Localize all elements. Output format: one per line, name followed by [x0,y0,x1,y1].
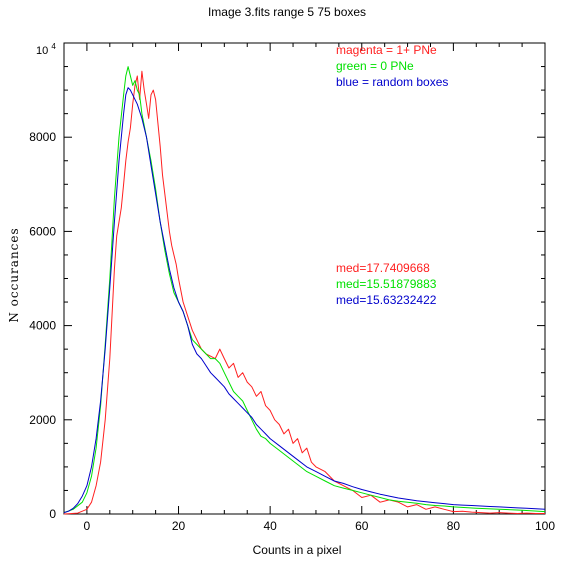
series-line-1pne [63,70,545,515]
x-axis-label: Counts in a pixel [253,543,342,557]
plot-area-border [63,42,546,515]
y-tick-label: 2000 [29,413,56,427]
y-tick-label: 6000 [29,224,56,238]
x-tick-label: 80 [447,519,461,533]
legend-entry-random-boxes: blue = random boxes [336,75,448,89]
series-line-random-boxes [63,87,546,514]
legend-entry-0pne: green = 0 PNe [336,59,414,73]
x-tick-label: 40 [263,519,277,533]
median-label-1pne: med=17.7409668 [336,261,430,275]
y-axis-scale-base: 10 [36,45,48,57]
series-line-0pne [63,66,546,514]
median-annotations: med=17.7409668 med=15.51879883 med=15.6323… [336,261,437,307]
legend-entry-1pne: magenta = 1+ PNe [336,43,437,57]
median-label-random-boxes: med=15.63232422 [336,293,437,307]
plot-lines [63,66,546,515]
x-tick-label: 20 [172,519,186,533]
y-axis-scale-label: 10 4 [36,42,56,57]
y-axis-ticks: 0 2000 4000 6000 8000 [29,66,545,521]
y-tick-label: 4000 [29,319,56,333]
x-tick-label: 100 [535,519,555,533]
x-axis-ticks: 0 20 40 60 80 100 [84,43,555,533]
chart-title: Image 3.fits range 5 75 boxes [208,5,366,19]
median-label-0pne: med=15.51879883 [336,277,437,291]
x-tick-label: 60 [355,519,369,533]
legend: magenta = 1+ PNe green = 0 PNe blue = rand… [336,43,448,89]
axes-frame [63,42,546,515]
y-axis-label: N occurances [7,227,21,322]
y-tick-label: 0 [49,507,56,521]
x-tick-label: 0 [84,519,91,533]
y-axis-scale-exponent: 4 [51,42,56,51]
y-tick-label: 8000 [29,130,56,144]
